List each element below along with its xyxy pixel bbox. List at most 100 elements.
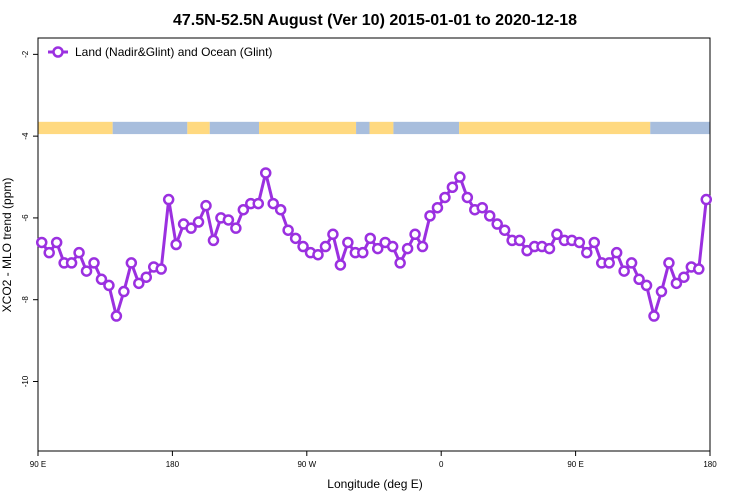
data-point	[222, 214, 235, 226]
data-point	[282, 224, 294, 236]
data-point	[327, 228, 339, 241]
legend-label: Land (Nadir&Glint) and Ocean (Glint)	[75, 45, 272, 59]
data-point	[35, 236, 48, 249]
data-point	[207, 234, 220, 247]
series-points	[35, 167, 713, 322]
y-tick-label: -8	[21, 296, 30, 304]
data-point	[267, 197, 279, 210]
data-point	[491, 218, 503, 230]
data-point	[551, 228, 563, 241]
x-tick-label: 90 E	[30, 460, 46, 469]
band-segment-land	[259, 121, 357, 135]
x-axis-label: Longitude (deg E)	[327, 477, 422, 491]
data-point	[364, 232, 377, 245]
band-segment-ocean	[393, 121, 460, 135]
data-point	[185, 222, 197, 234]
data-point	[424, 210, 436, 222]
band-segment-land	[187, 121, 210, 135]
data-point	[140, 271, 153, 283]
data-point	[446, 181, 459, 194]
data-point	[50, 236, 63, 249]
data-point	[633, 273, 645, 286]
data-point	[454, 171, 466, 183]
data-point	[371, 242, 384, 255]
data-point	[640, 279, 653, 292]
band-segment-ocean	[650, 121, 710, 135]
band-segment-ocean	[356, 121, 370, 135]
y-tick-label: -10	[21, 375, 30, 387]
data-point	[588, 236, 601, 249]
data-point	[498, 224, 511, 236]
data-point	[401, 242, 414, 255]
x-tick-label: 180	[703, 460, 717, 469]
legend: Land (Nadir&Glint) and Ocean (Glint)	[48, 45, 272, 59]
data-point	[80, 265, 93, 277]
data-point	[386, 240, 399, 253]
data-point	[118, 285, 130, 298]
data-point	[110, 310, 123, 322]
data-point	[230, 222, 242, 234]
y-tick-label: -4	[21, 132, 30, 140]
data-point	[312, 248, 324, 261]
y-axis: -2 -4 -6 -8 -10	[21, 50, 38, 387]
data-point	[297, 240, 309, 253]
x-axis: 90 E 180 90 W 0 90 E 180	[30, 451, 717, 469]
data-point	[133, 277, 145, 290]
band-segment-ocean	[112, 121, 188, 135]
data-point	[648, 310, 660, 322]
band-segment-land	[38, 121, 113, 135]
band-segment-ocean	[209, 121, 260, 135]
x-tick-label: 180	[166, 460, 180, 469]
data-point	[125, 257, 138, 269]
data-point	[610, 246, 623, 259]
data-point	[700, 193, 713, 206]
data-point	[670, 277, 683, 290]
band-segment-land	[459, 121, 651, 135]
data-point	[625, 257, 638, 269]
data-point	[103, 279, 115, 292]
data-point	[394, 257, 406, 269]
data-point	[162, 193, 175, 206]
data-point	[663, 257, 675, 269]
data-point	[655, 285, 668, 298]
data-point	[252, 197, 265, 210]
data-point	[334, 259, 347, 271]
data-point	[439, 191, 451, 204]
data-point	[618, 265, 630, 277]
data-point	[431, 201, 444, 214]
band-segment-land	[369, 121, 394, 135]
x-tick-label: 90 W	[297, 460, 316, 469]
data-point	[409, 228, 421, 241]
chart-title: 47.5N-52.5N August (Ver 10) 2015-01-01 t…	[173, 12, 577, 29]
data-point	[461, 191, 474, 204]
data-point	[155, 263, 167, 275]
data-point	[274, 203, 287, 216]
data-point	[259, 167, 272, 179]
data-point	[289, 232, 302, 245]
x-tick-label: 0	[439, 460, 444, 469]
data-point	[357, 246, 369, 259]
data-point	[573, 236, 586, 249]
data-point	[513, 234, 526, 247]
data-point	[603, 257, 615, 269]
y-tick-label: -2	[21, 50, 30, 58]
data-point	[192, 216, 205, 228]
data-point	[200, 199, 212, 212]
surface-band	[38, 121, 710, 135]
y-axis-label: XCO2 - MLO trend (ppm)	[0, 178, 14, 313]
data-point	[237, 203, 250, 216]
data-point	[170, 238, 182, 251]
data-point	[342, 236, 354, 249]
data-point	[693, 263, 705, 275]
data-point	[416, 240, 429, 253]
data-point	[581, 246, 593, 259]
data-point	[88, 257, 100, 269]
data-point	[73, 246, 85, 259]
data-point	[476, 201, 489, 214]
data-point	[95, 273, 108, 286]
data-point	[543, 242, 556, 255]
data-point	[43, 246, 55, 259]
x-tick-label: 90 E	[567, 460, 583, 469]
data-point	[678, 271, 690, 283]
